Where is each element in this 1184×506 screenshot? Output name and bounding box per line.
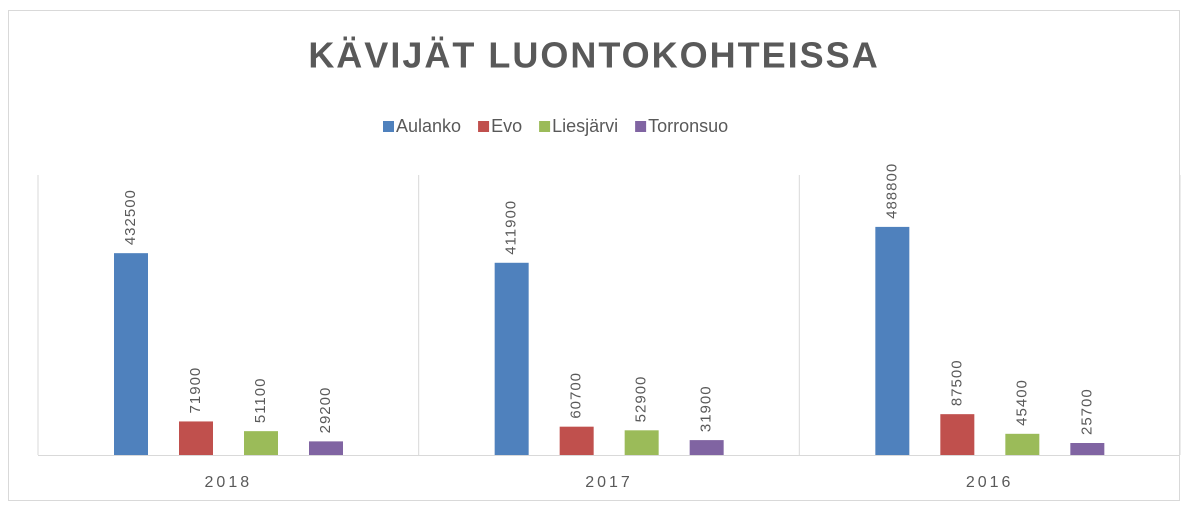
legend-swatch xyxy=(383,121,394,132)
chart-title: KÄVIJÄT LUONTOKOHTEISSA xyxy=(308,35,879,76)
x-tick-label: 2017 xyxy=(585,474,633,491)
bar xyxy=(875,226,910,455)
bar xyxy=(624,430,659,455)
data-label: 411900 xyxy=(503,200,520,255)
bar xyxy=(114,253,148,455)
bar xyxy=(1005,433,1040,455)
bar xyxy=(1070,443,1105,455)
data-label: 87500 xyxy=(948,359,965,406)
bar xyxy=(689,440,724,455)
data-label: 60700 xyxy=(568,372,585,419)
data-label: 31900 xyxy=(698,385,715,432)
legend-label: Torronsuo xyxy=(648,116,728,136)
legend-swatch xyxy=(635,121,647,132)
legend-swatch xyxy=(478,121,490,132)
legend-label: Liesjärvi xyxy=(552,116,618,136)
x-tick-label: 2016 xyxy=(966,474,1014,491)
legend-label: Evo xyxy=(491,116,522,136)
legend-label: Aulanko xyxy=(396,116,461,136)
bar xyxy=(559,426,594,455)
bar xyxy=(179,421,213,455)
data-label: 488800 xyxy=(883,163,900,219)
bar xyxy=(940,414,975,455)
data-label: 51100 xyxy=(252,378,269,424)
data-label: 71900 xyxy=(187,367,204,414)
data-label: 25700 xyxy=(1078,388,1095,435)
bar xyxy=(244,431,278,455)
data-label: 45400 xyxy=(1013,379,1030,426)
legend-swatch xyxy=(539,121,551,132)
data-label: 432500 xyxy=(122,189,139,245)
chart-frame xyxy=(8,10,1180,501)
bar xyxy=(309,441,343,455)
data-label: 52900 xyxy=(633,376,650,423)
bar xyxy=(494,262,529,455)
x-tick-label: 2018 xyxy=(205,474,253,491)
data-label: 29200 xyxy=(317,387,334,434)
